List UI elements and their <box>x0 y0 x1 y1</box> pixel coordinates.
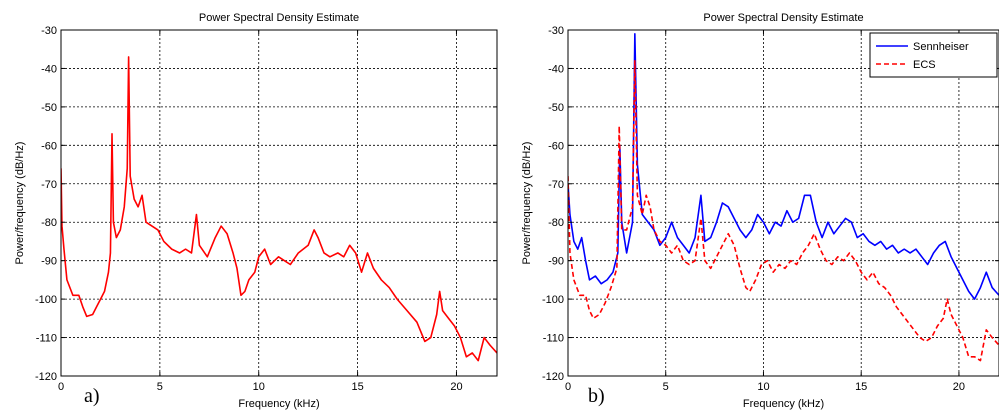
y-tick-label: -50 <box>41 102 57 114</box>
plot-panel-b: 0 5 10 15 20 -30 -40 -50 -60 -70 -80 -90 -100 -110 -12… <box>521 12 999 410</box>
legend-box <box>869 32 998 78</box>
y-tick-label: -30 <box>41 25 57 37</box>
series-line-sennheiser <box>568 33 999 300</box>
x-tick-label: 0 <box>565 381 571 393</box>
panel-label: a) <box>84 385 100 407</box>
y-tick-label: -30 <box>548 25 564 37</box>
x-tick-label: 5 <box>663 381 669 393</box>
legend: Sennheiser ECS <box>869 32 998 78</box>
y-tick-label: -70 <box>548 179 564 191</box>
y-tick-label: -100 <box>542 294 564 306</box>
x-tick-label: 15 <box>351 381 363 393</box>
chart-title: Power Spectral Density Estimate <box>703 12 863 24</box>
x-axis-label: Frequency (kHz) <box>743 398 824 410</box>
y-tick-label: -90 <box>548 256 564 268</box>
legend-label: ECS <box>913 59 936 71</box>
axes-box <box>567 29 999 377</box>
y-tick-label: -90 <box>41 256 57 268</box>
y-tick-label: -120 <box>542 371 564 383</box>
y-tick-label: -80 <box>548 217 564 229</box>
x-tick-label: 0 <box>58 381 64 393</box>
y-tick-label: -60 <box>548 140 564 152</box>
y-tick-label: -70 <box>41 179 57 191</box>
y-axis-label: Power/frequency (dB/Hz) <box>521 142 533 265</box>
y-tick-label: -60 <box>41 140 57 152</box>
x-tick-label: 10 <box>253 381 265 393</box>
x-axis-label: Frequency (kHz) <box>238 398 319 410</box>
y-tick-label: -40 <box>41 63 57 75</box>
series-line-ecs <box>568 59 999 362</box>
y-tick-label: -110 <box>36 333 57 345</box>
y-axis-label: Power/frequency (dB/Hz) <box>14 142 26 265</box>
x-tick-label: 10 <box>757 381 769 393</box>
series-line-series-0 <box>61 56 497 362</box>
y-tick-label: -40 <box>548 63 564 75</box>
plot-panel-a: 0 5 10 15 20 -30 -40 -50 -60 -70 -80 -90 -100 -110 -12… <box>14 12 498 410</box>
y-tick-label: -100 <box>35 294 57 306</box>
plot-area <box>61 30 497 376</box>
chart-title: Power Spectral Density Estimate <box>199 12 359 24</box>
legend-label: Sennheiser <box>913 41 969 53</box>
x-tick-label: 20 <box>953 381 965 393</box>
y-tick-label: -80 <box>41 217 57 229</box>
x-tick-label: 20 <box>450 381 462 393</box>
y-tick-label: -110 <box>543 333 564 345</box>
x-tick-label: 15 <box>855 381 867 393</box>
panel-label: b) <box>588 385 605 407</box>
x-tick-label: 5 <box>157 381 163 393</box>
y-tick-label: -50 <box>548 102 564 114</box>
axes-box <box>60 29 498 377</box>
y-tick-label: -120 <box>35 371 57 383</box>
